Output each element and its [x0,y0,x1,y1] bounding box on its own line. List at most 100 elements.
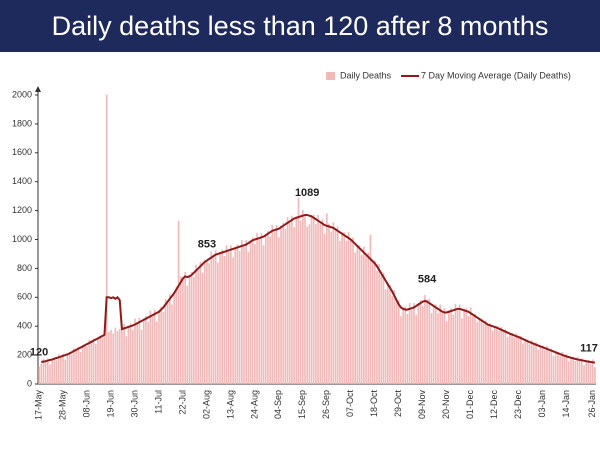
bar [328,223,330,384]
bar [365,256,367,384]
bar [288,222,291,384]
bar [321,219,324,384]
bar [367,252,370,384]
bar [458,304,461,384]
bar [546,345,548,384]
bar [474,313,476,384]
bar [105,94,108,384]
bar [517,337,520,384]
bar [49,364,51,384]
bar [123,324,125,384]
bar [567,361,570,384]
y-tick-label: 1200 [12,205,32,215]
bar [53,357,56,384]
bar [249,240,252,384]
bar [134,318,136,384]
bar [310,214,313,384]
bar [278,237,280,384]
bar [376,270,378,384]
bar [247,251,250,384]
bar [572,356,574,384]
bar [452,314,455,384]
bar [489,323,492,384]
bar [548,350,550,384]
bar [513,337,516,384]
data-label: 120 [30,347,48,359]
bar [79,351,82,384]
bar [347,232,350,384]
bar [439,304,441,384]
data-label: 853 [198,238,216,250]
bar [400,316,402,384]
y-tick-label: 400 [17,321,32,331]
bar [421,305,424,384]
bar [526,339,529,384]
bar [118,329,121,384]
bar [332,222,335,384]
bar [537,349,540,384]
bar [461,318,463,384]
bar [533,344,535,384]
bar [325,213,328,384]
bar [319,223,322,384]
bar [40,363,43,384]
bar [223,256,226,384]
bar [271,225,274,384]
bar [62,353,64,384]
bar [243,246,245,384]
bar [591,359,594,384]
bar [463,308,465,384]
bar [195,264,197,384]
bar [166,303,169,384]
bar [482,324,485,384]
bar [491,330,494,384]
bar [81,345,84,384]
bar [68,351,71,384]
bar [94,343,97,384]
bar [173,291,176,384]
y-tick-label: 1600 [12,147,32,157]
bar [179,276,182,384]
bar [349,240,352,384]
bar [57,354,60,384]
bar [188,274,191,384]
bar [585,360,588,384]
bar [387,282,389,384]
x-tick-label: 03-Jan [537,390,547,418]
bar [380,274,383,384]
bar [258,239,261,384]
bar [487,325,489,384]
bar [214,250,217,384]
data-label: 117 [580,343,598,355]
bar [443,308,446,384]
y-tick-label: 1000 [12,234,32,244]
bar [519,335,522,384]
bar [97,337,99,384]
x-tick-label: 19-Jun [105,390,115,418]
bar [472,316,474,384]
bar [175,286,178,384]
bar [530,340,533,384]
x-tick-label: 29-Oct [393,390,403,418]
bar [504,329,507,384]
bar [454,303,457,384]
bar [354,252,356,384]
data-label: 584 [418,274,437,286]
bar [594,367,596,384]
bar [116,331,119,384]
bar [203,260,206,384]
bar [99,335,101,384]
bar [397,300,400,384]
bar [334,230,337,384]
bar [306,226,309,384]
bar [147,321,149,384]
bar [570,356,572,384]
bar [352,237,354,384]
bar [60,357,62,384]
bar [284,228,287,384]
bar [382,272,385,384]
bar [315,223,317,384]
x-tick-label: 09-Nov [417,390,427,420]
bar [201,272,204,384]
legend-label: Daily Deaths [340,70,392,80]
